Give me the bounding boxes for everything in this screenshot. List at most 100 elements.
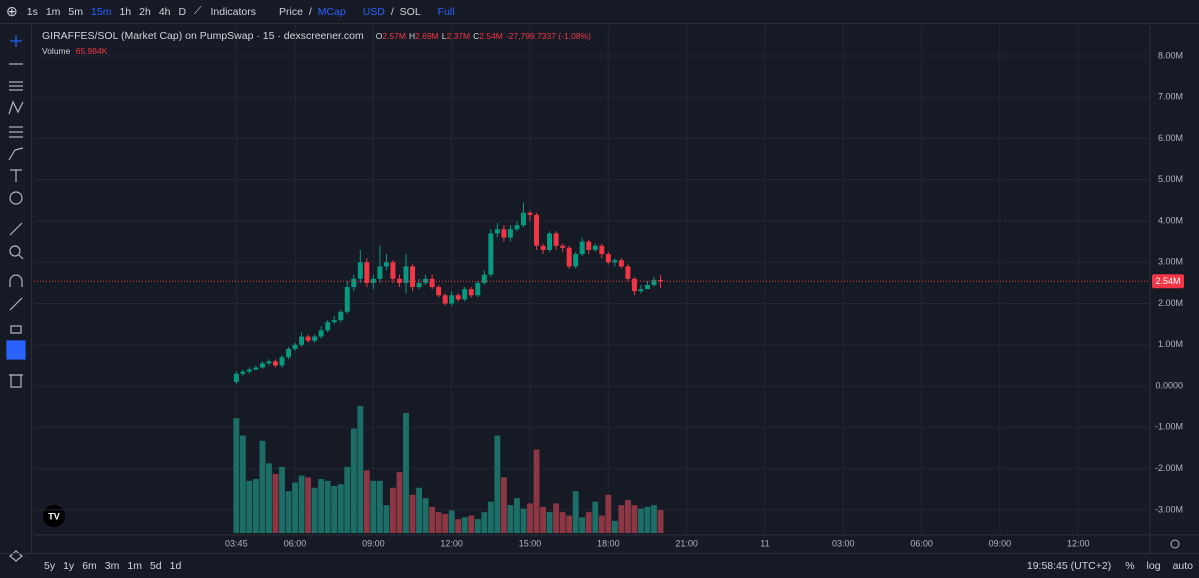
candle-body (514, 225, 520, 230)
usd-label: USD (362, 5, 385, 18)
candle-body (403, 266, 409, 283)
volume-bar (435, 512, 442, 533)
add-symbol[interactable]: ⊕ (6, 3, 18, 19)
volume-bar (259, 440, 266, 533)
candle-body (507, 229, 513, 238)
percent-toggle[interactable]: % (1125, 560, 1135, 572)
volume-bar (337, 484, 344, 533)
volume-bar (350, 428, 357, 533)
candle-body (638, 289, 644, 292)
volume-bar (422, 498, 429, 533)
candle-body (475, 282, 481, 296)
interval-button[interactable]: 2h (139, 5, 151, 18)
volume-bar (657, 510, 664, 533)
interval-button[interactable]: 5m (68, 5, 84, 18)
candle-body (286, 348, 292, 358)
volume-bar (540, 506, 546, 533)
range-button[interactable]: 1y (63, 560, 75, 572)
interval-button[interactable]: 15m (91, 5, 112, 18)
interval-button[interactable]: 1s (26, 5, 38, 18)
candle-body (462, 289, 468, 300)
candle-body (233, 373, 239, 382)
x-tick-label: 15:00 (519, 538, 542, 548)
indicators-button[interactable]: Indicators (210, 5, 256, 18)
volume-bar (520, 508, 527, 533)
volume-bar (390, 487, 396, 533)
separator: / (308, 5, 312, 18)
candle-body (383, 262, 389, 267)
volume-bar (272, 473, 279, 533)
volume-bar (644, 506, 651, 533)
candle-body (292, 344, 298, 349)
volume-bar (331, 486, 338, 533)
volume-bar (592, 501, 599, 533)
currency-toggle[interactable]: USD / SOL (363, 6, 421, 18)
volume-bar (285, 491, 292, 533)
range-button[interactable]: 5d (149, 560, 162, 572)
svg-text:TV: TV (48, 511, 60, 521)
range-button[interactable]: 1m (127, 560, 142, 572)
candle-body (272, 361, 278, 366)
interval-button[interactable]: 1h (119, 5, 132, 18)
price-label: Price (279, 5, 303, 18)
volume-bar (461, 517, 468, 533)
candle-body (357, 262, 363, 279)
range-button[interactable]: 1d (169, 560, 182, 572)
candle-body (364, 262, 370, 283)
volume-bar (305, 477, 312, 533)
candle-body (266, 361, 272, 364)
volume-bar (266, 463, 272, 533)
top-toolbar: ⊕ 1s 1m 5m 15m 1h 2h 4h D ⟋ Indicators Price / … (0, 0, 1199, 24)
volume-bar (494, 435, 501, 533)
candle-body (312, 336, 318, 341)
price-toggle[interactable]: Price / MCap (279, 6, 346, 18)
range-button[interactable]: 6m (82, 560, 97, 572)
mcap-label: MCap (317, 5, 346, 18)
interval-button[interactable]: D (178, 5, 187, 18)
volume-bar (474, 519, 481, 533)
candle-body (325, 322, 331, 331)
interval-button[interactable]: 4h (158, 5, 171, 18)
volume-bar (455, 519, 462, 533)
log-toggle[interactable]: log (1146, 560, 1161, 572)
range-button[interactable]: 5y (44, 560, 56, 572)
ohlc-o-value: 2.57M (382, 31, 406, 41)
volume-bar (246, 480, 253, 533)
volume-bar (442, 513, 449, 533)
candle-body (259, 363, 265, 368)
volume-bar (579, 517, 586, 533)
ohlc-o: O (375, 31, 383, 41)
chart-style[interactable]: ⟋ (194, 5, 202, 17)
candle-body (468, 289, 474, 296)
left-toolbar (0, 25, 32, 553)
x-tick-label: 12:00 (1067, 538, 1090, 548)
interval-button[interactable]: 1m (45, 5, 61, 18)
interval-group: 1s 1m 5m 15m 1h 2h 4h D (27, 6, 194, 18)
volume-bar (370, 480, 377, 533)
candle-body (436, 287, 442, 296)
volume-bar (638, 508, 644, 533)
y-tick-label: 3.00M (1158, 257, 1183, 267)
volume-bar (631, 505, 638, 533)
y-tick-label: -2.00M (1155, 463, 1183, 473)
auto-toggle[interactable]: auto (1172, 560, 1193, 572)
candle-body (331, 320, 337, 323)
range-button[interactable]: 3m (104, 560, 120, 572)
volume-bar (624, 499, 631, 533)
candle-body (390, 262, 396, 279)
y-tick-label: 1.00M (1158, 339, 1183, 349)
range-group: 5y 1y 6m 3m 1m 5d 1d (44, 560, 189, 572)
candle-body (481, 274, 487, 283)
full-button[interactable]: Full (437, 5, 455, 18)
x-tick-label: 03:45 (225, 538, 248, 548)
volume-bar (376, 480, 383, 533)
candle-body (442, 295, 448, 304)
candle-body (410, 266, 416, 288)
volume-value: 65.984K (75, 46, 108, 56)
candle-body (455, 295, 461, 300)
volume-legend: Volume 65.984K (42, 46, 107, 56)
candle-body (618, 260, 624, 267)
volume-bar (409, 494, 416, 533)
volume-label: Volume (42, 46, 71, 56)
